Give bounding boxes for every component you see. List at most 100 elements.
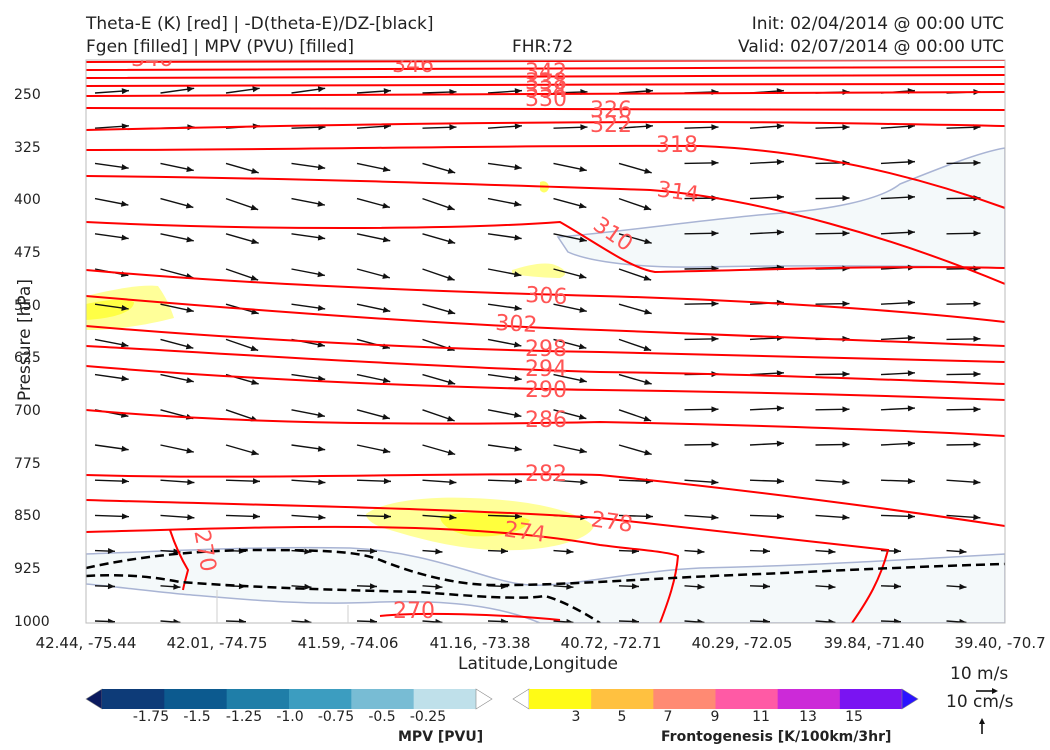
wind-arrow-head: [907, 405, 915, 412]
y-tick: 775: [14, 456, 41, 472]
wind-arrow-head: [447, 204, 455, 211]
wind-arrow-head: [185, 343, 194, 350]
wind-arrow-head: [842, 230, 850, 237]
fgen-colorbar-label: 9: [710, 709, 720, 725]
wind-arrow-head: [382, 166, 391, 172]
fgen-colorbar-swatch: [591, 689, 654, 709]
wind-arrow-head: [382, 202, 390, 209]
wind-arrow-head: [907, 194, 915, 201]
wind-arrow-head: [514, 445, 522, 452]
wind-arrow-head: [513, 200, 522, 207]
mpv-colorbar-label: -1.75: [132, 709, 170, 725]
wind-arrow-head: [643, 345, 652, 352]
wind-arrow-head: [566, 618, 574, 623]
theta-e-line-294: [86, 345, 1005, 385]
wind-arrow-head: [842, 441, 850, 448]
theta-e-label-282: 282: [525, 462, 567, 487]
valid-time: Valid: 02/07/2014 @ 00:00 UTC: [738, 37, 1004, 57]
init-time: Init: 02/04/2014 @ 00:00 UTC: [751, 14, 1004, 34]
wind-arrow-head: [449, 514, 457, 521]
wind-arrow-head: [317, 86, 326, 93]
wind-arrow-head: [252, 86, 260, 93]
wind-arrow-head: [697, 583, 705, 590]
theta-e-label-270b: 270: [393, 599, 435, 624]
wind-arrow-head: [644, 238, 652, 245]
wind-arrow-head: [121, 164, 129, 171]
wind-arrow-head: [449, 124, 457, 131]
vertical-gridlines: [216, 590, 349, 623]
wind-arrow-head: [580, 124, 588, 131]
wind-arrow-head: [369, 583, 377, 590]
wind-arrow-head: [697, 548, 705, 555]
wind-arrow-head: [711, 230, 719, 237]
wind-arrow-head: [907, 229, 915, 236]
wind-arrow-head: [317, 271, 325, 278]
y-tick: 925: [14, 561, 41, 577]
wind-arrow-head: [121, 478, 129, 485]
wind-arrow-head: [317, 412, 325, 418]
mpv-colorbar-label: -1.0: [276, 709, 304, 725]
theta-e-label-322: 322: [590, 113, 632, 138]
mpv-colorbar-swatch: [102, 689, 165, 709]
wind-arrow-head: [252, 513, 260, 520]
wind-arrow-head: [513, 412, 522, 418]
wind-arrow-head: [776, 370, 784, 377]
wind-arrow-head: [250, 274, 259, 281]
wind-arrow-head: [317, 200, 325, 207]
wind-arrow-head: [578, 413, 587, 420]
wind-arrow-head: [251, 167, 259, 174]
wind-arrow-head: [107, 548, 115, 555]
wind-arrow-head: [186, 86, 195, 93]
wind-arrow-head: [382, 447, 391, 454]
wind-arrow-head: [762, 583, 770, 590]
title-line-1: Theta-E (K) [red] | -D(theta-E)/DZ-[blac…: [86, 14, 434, 34]
wind-arrow-head: [973, 441, 981, 448]
wind-arrow-head: [447, 167, 456, 174]
title-line-2: Fgen [filled] | MPV (PVU) [filled]: [86, 37, 355, 57]
theta-e-label-346: 346: [131, 47, 173, 72]
theta-e-label-334: 334: [525, 78, 567, 103]
wind-arrow-head: [317, 164, 326, 171]
wind-arrow-head: [121, 123, 129, 130]
wind-arrow-head: [842, 195, 850, 202]
wind-arrow-head: [121, 513, 129, 520]
theta-e-label-314: 314: [655, 177, 700, 208]
x-tick: 40.29, -72.05: [691, 634, 793, 652]
wind-arrow-head: [697, 618, 705, 623]
x-tick: 42.01, -74.75: [166, 634, 268, 652]
wind-arrow-head: [318, 514, 326, 521]
wind-arrow-head: [578, 202, 587, 209]
wind-arrow-head: [893, 548, 901, 555]
wind-arrow-head: [579, 377, 587, 384]
wind-arrow-head: [907, 370, 915, 377]
wind-arrow-head: [514, 88, 522, 95]
wind-arrow-head: [369, 548, 377, 555]
wind-arrow-head: [644, 449, 652, 456]
wind-arrow-head: [711, 479, 719, 486]
theta-e-line-298: [86, 325, 1005, 363]
wind-arrow-head: [842, 124, 850, 131]
reference-arrows: [976, 688, 998, 734]
wind-arrow-head: [107, 583, 115, 590]
wind-arrow-head: [893, 618, 901, 623]
fgen-colorbar-label: 7: [663, 709, 673, 725]
fgen-colorbar-label: 15: [845, 709, 863, 725]
y-tick: 850: [14, 508, 41, 524]
y-tick: 1000: [14, 614, 50, 630]
wind-arrow-head: [318, 479, 326, 486]
wind-arrow-head: [631, 618, 639, 623]
mpv-colorbar-swatch: [226, 689, 290, 709]
theta-e-label-294: 294: [525, 357, 567, 382]
theta-e-line-274: [86, 525, 680, 623]
wind-arrow-head: [251, 449, 259, 456]
wind-arrow-head: [645, 513, 653, 520]
wind-arrow-head: [449, 479, 457, 486]
wind-arrow-head: [514, 304, 522, 311]
wind-arrow-head: [644, 379, 652, 385]
ref-arrow-vertical-head: [979, 718, 985, 724]
y-tick: 325: [14, 140, 41, 156]
wind-arrow-head: [959, 618, 967, 623]
mpv-colorbar-title: MPV [PVU]: [398, 729, 484, 745]
wind-arrow-head: [579, 447, 587, 454]
